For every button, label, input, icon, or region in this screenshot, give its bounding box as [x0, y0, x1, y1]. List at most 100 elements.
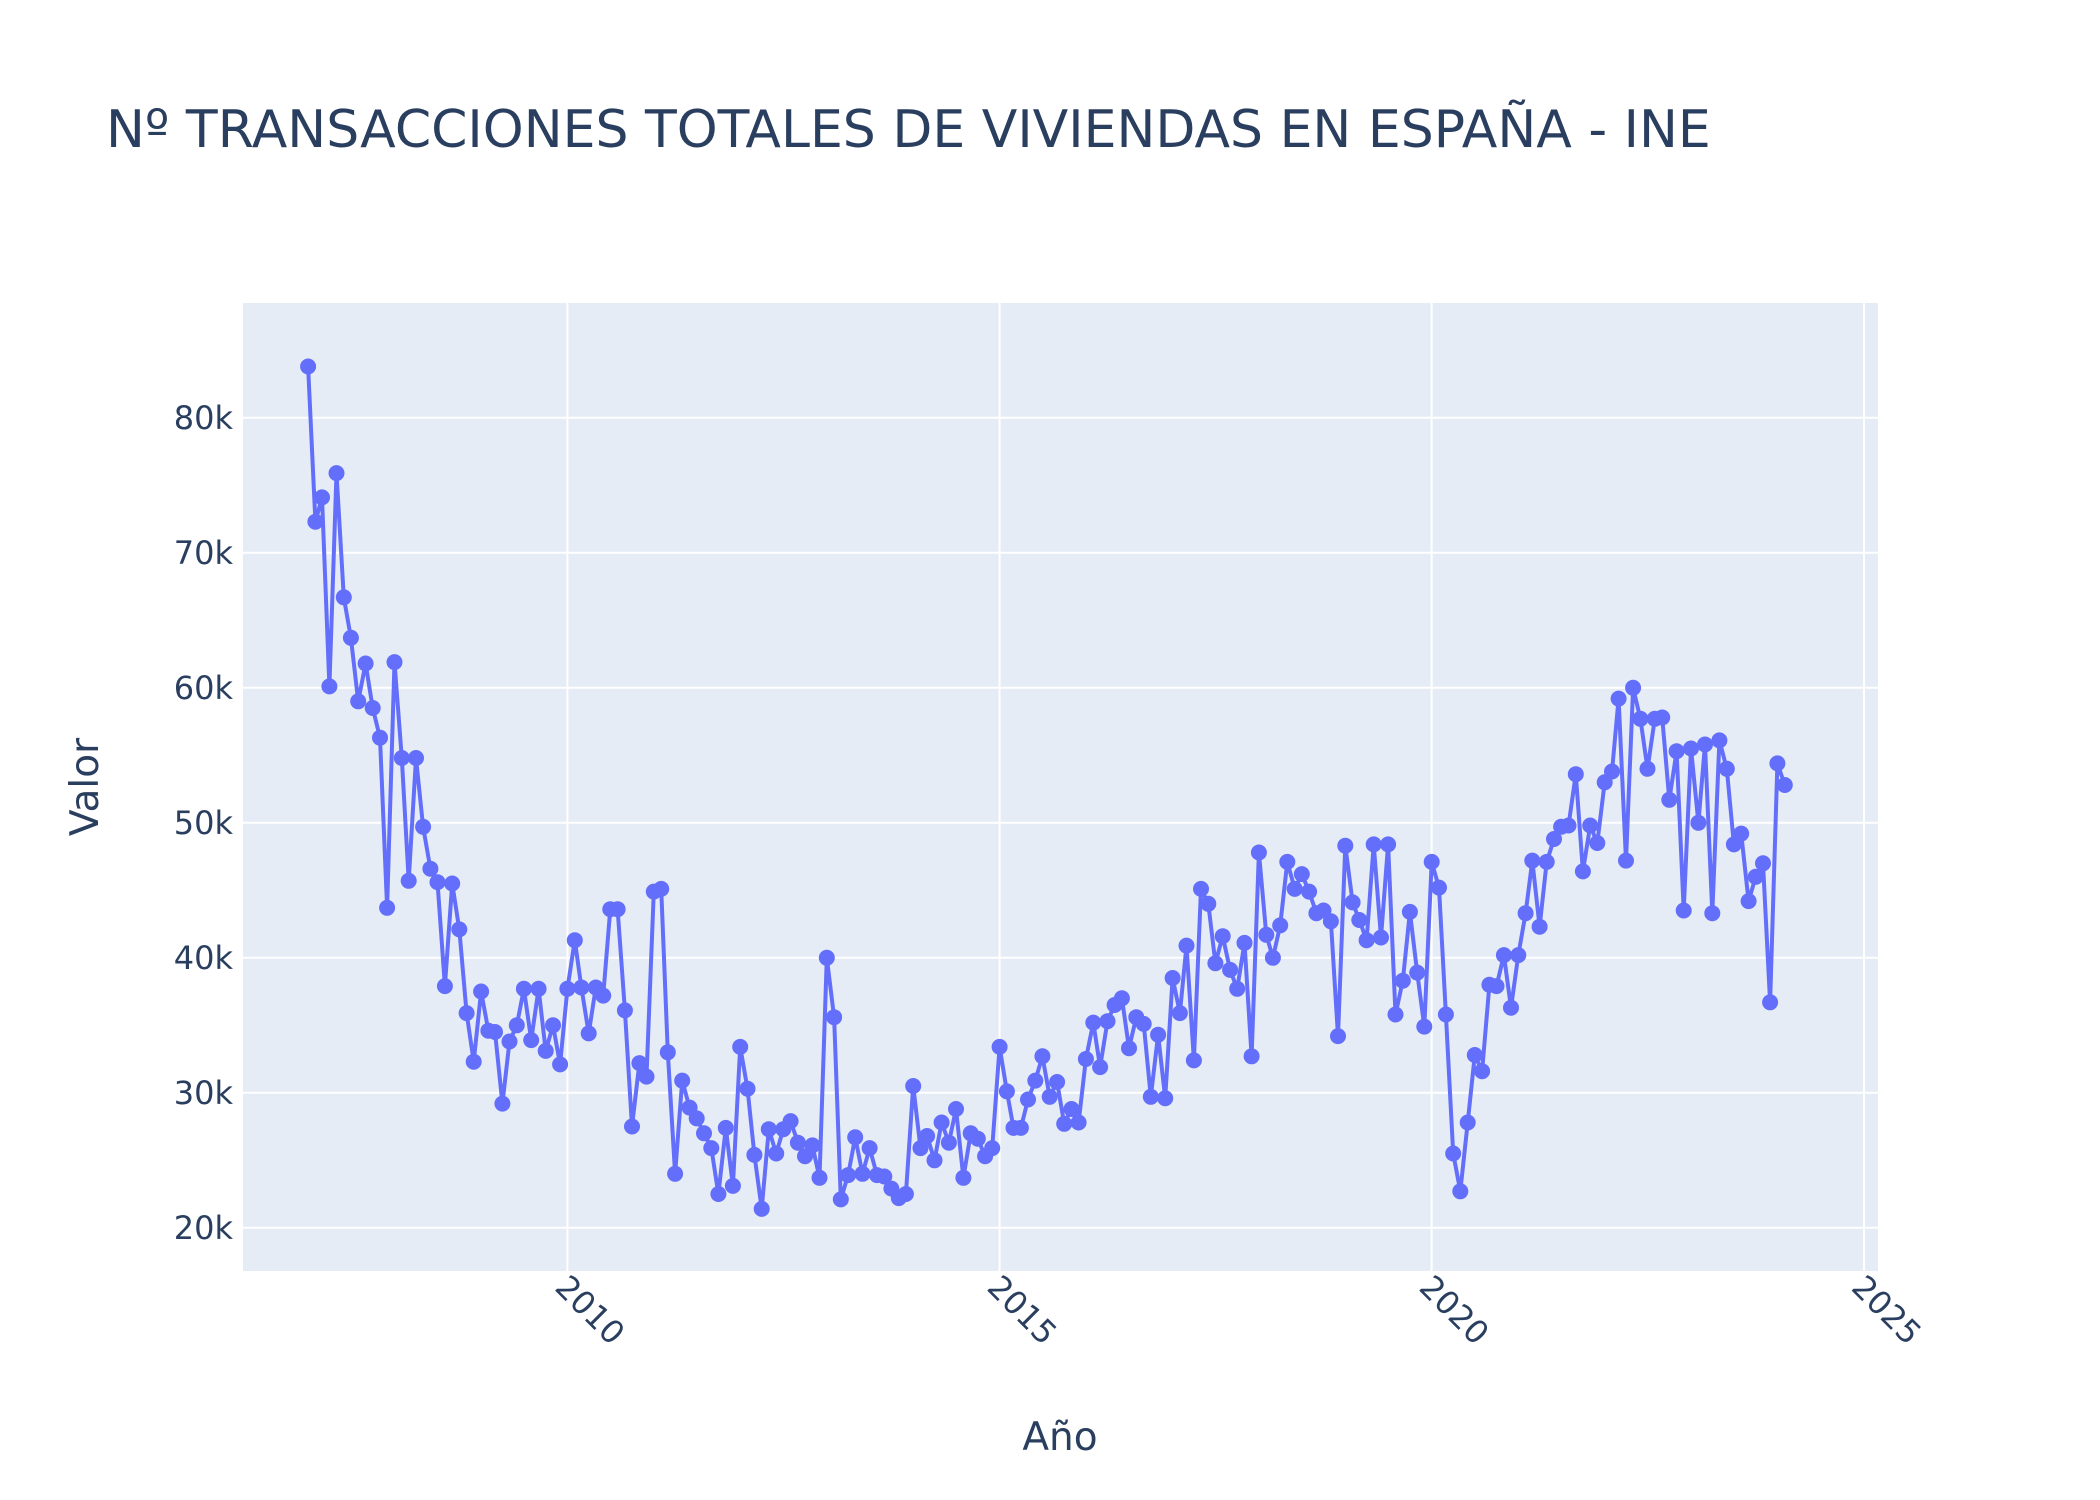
data-point: [991, 1038, 1008, 1055]
data-point: [1085, 1014, 1102, 1031]
data-point: [1113, 990, 1130, 1007]
data-point: [1041, 1088, 1058, 1105]
data-point: [732, 1038, 749, 1055]
data-point: [364, 700, 381, 716]
data-point: [1690, 814, 1707, 831]
data-point: [1330, 1028, 1346, 1045]
data-point: [1416, 1018, 1433, 1035]
data-point: [1250, 844, 1267, 861]
data-point: [1510, 947, 1527, 964]
data-point: [415, 818, 432, 835]
data-point: [1769, 755, 1786, 772]
data-point: [919, 1128, 936, 1144]
data-point: [1229, 980, 1246, 997]
y-tick-label: 30k: [174, 1074, 234, 1112]
data-point: [350, 693, 367, 710]
data-point: [328, 465, 345, 482]
data-point: [1574, 863, 1591, 880]
data-point: [1200, 895, 1217, 912]
data-point: [1222, 961, 1239, 978]
y-tick-label: 80k: [174, 399, 234, 437]
data-point: [1150, 1026, 1167, 1043]
data-point: [314, 489, 330, 506]
data-point: [1185, 1052, 1202, 1069]
data-point: [1675, 902, 1692, 919]
x-tick-label: 2010: [548, 1268, 632, 1352]
data-point: [717, 1119, 734, 1136]
data-point: [933, 1114, 950, 1131]
data-point: [955, 1169, 972, 1186]
data-point: [566, 932, 583, 949]
data-point: [1697, 736, 1713, 753]
data-point: [1365, 836, 1382, 853]
data-point: [1747, 868, 1764, 885]
data-point: [1012, 1119, 1029, 1136]
data-point: [616, 1002, 633, 1019]
data-point: [523, 1032, 540, 1049]
data-point: [372, 729, 388, 746]
data-point: [1258, 926, 1275, 943]
data-point: [1661, 791, 1678, 808]
data-point: [444, 875, 461, 892]
data-point: [1437, 1006, 1454, 1023]
data-point: [1503, 999, 1519, 1016]
data-point: [487, 1024, 503, 1040]
x-tick-label: 2025: [1844, 1268, 1928, 1352]
data-point: [1344, 894, 1361, 911]
data-point: [451, 921, 468, 938]
data-point: [811, 1169, 828, 1186]
data-point: [1560, 817, 1577, 834]
data-point: [1618, 852, 1634, 869]
data-point: [573, 979, 590, 996]
data-point: [1683, 740, 1699, 757]
data-point: [545, 1017, 561, 1034]
data-point: [1070, 1114, 1087, 1131]
data-point: [818, 949, 835, 966]
data-point: [804, 1137, 821, 1154]
data-point: [307, 513, 324, 530]
data-point: [1452, 1183, 1469, 1200]
data-point: [1099, 1013, 1116, 1030]
data-point: [1243, 1048, 1260, 1065]
data-point: [768, 1145, 785, 1162]
y-tick-label: 70k: [174, 534, 234, 572]
data-point: [1423, 853, 1440, 870]
data-point: [674, 1072, 691, 1089]
data-point: [1517, 905, 1534, 922]
data-point: [1711, 732, 1728, 749]
data-point: [912, 1140, 929, 1157]
data-point: [948, 1101, 964, 1117]
data-point: [897, 1186, 914, 1202]
data-point: [1776, 777, 1793, 793]
data-point: [1092, 1059, 1109, 1076]
data-point: [473, 983, 490, 1000]
data-point: [1755, 855, 1771, 872]
data-point: [1264, 949, 1281, 966]
data-point: [659, 1044, 676, 1061]
data-point: [1351, 912, 1368, 928]
data-point: [746, 1146, 763, 1163]
data-point: [1272, 917, 1289, 934]
data-point: [552, 1056, 569, 1073]
y-axis-ticks: 20k 30k 40k 50k 60k 70k 80k: [174, 399, 234, 1247]
data-point: [1668, 743, 1685, 760]
data-point: [840, 1167, 857, 1184]
data-point: [1704, 905, 1721, 922]
data-point: [703, 1140, 720, 1157]
data-point: [1121, 1040, 1137, 1057]
y-tick-label: 20k: [174, 1209, 234, 1247]
data-point: [1301, 883, 1318, 900]
data-point: [638, 1068, 655, 1085]
data-point: [1445, 1145, 1462, 1162]
data-point: [494, 1095, 511, 1112]
data-point: [854, 1165, 871, 1182]
data-point: [400, 872, 417, 889]
data-point: [1466, 1047, 1483, 1063]
data-point: [789, 1134, 806, 1151]
data-point: [609, 901, 626, 918]
data-point: [1286, 880, 1303, 897]
data-point: [876, 1168, 893, 1185]
series-layer: [300, 358, 1793, 1217]
data-point: [1236, 934, 1253, 951]
